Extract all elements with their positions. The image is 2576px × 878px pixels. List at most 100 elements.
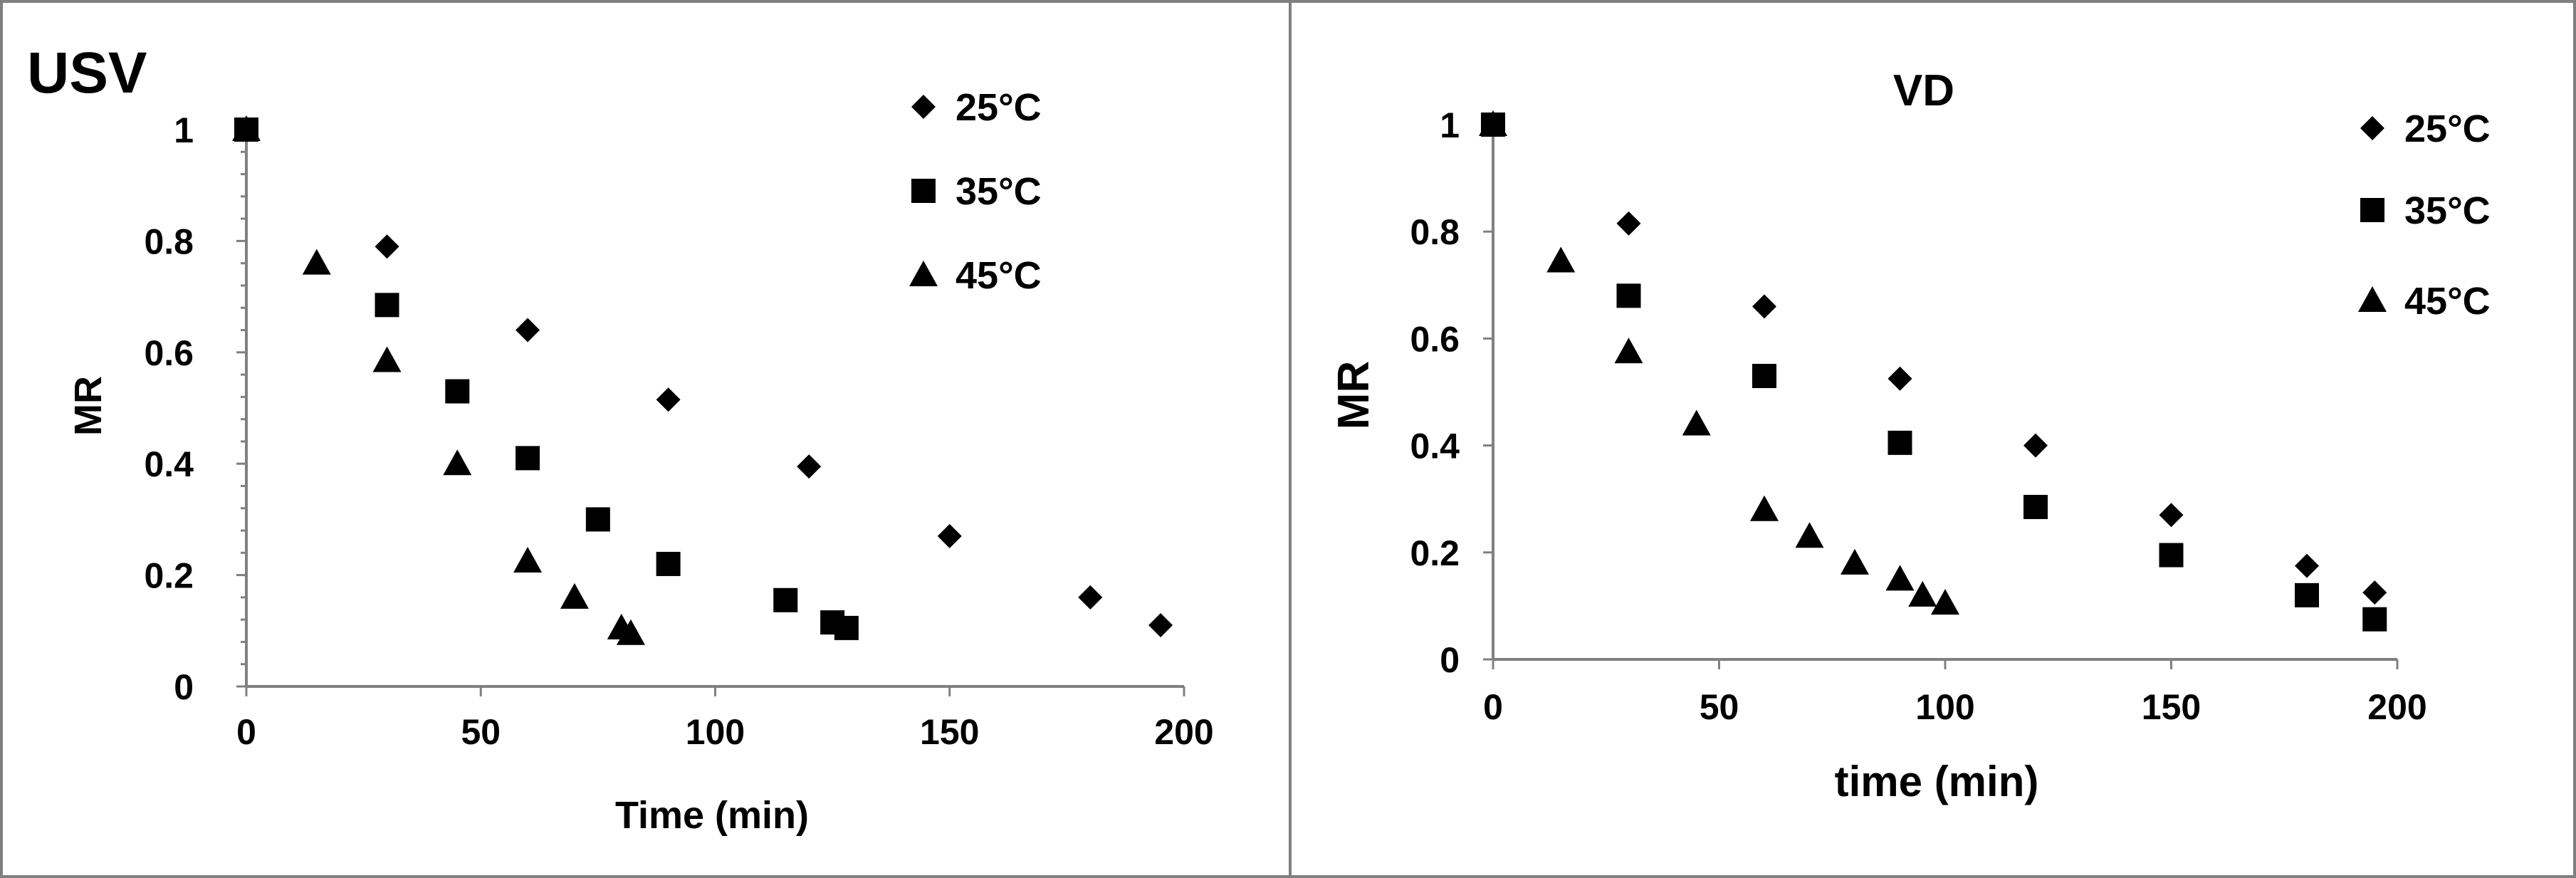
y-tick-label: 0.6 — [1410, 319, 1460, 359]
x-tick-label: 100 — [1915, 687, 1974, 727]
data-point-triangle — [1546, 246, 1576, 273]
x-axis-title: time (min) — [1835, 758, 2039, 805]
data-point-diamond — [1616, 211, 1641, 236]
y-tick-label: 0.4 — [1410, 427, 1460, 466]
y-tick-label: 1 — [174, 110, 194, 150]
data-points — [1479, 110, 2387, 632]
data-point-triangle — [1885, 565, 1915, 591]
data-point-square — [445, 379, 470, 404]
legend-label: 35°C — [2404, 189, 2491, 232]
data-point-square — [656, 551, 681, 576]
data-point-square — [1752, 363, 1776, 388]
legend-item: 35°C — [2360, 189, 2491, 232]
y-tick-label: 0.8 — [1410, 212, 1460, 252]
y-tick-label: 0.2 — [1410, 533, 1460, 573]
legend-label: 35°C — [955, 170, 1042, 213]
data-point-square — [2295, 582, 2319, 607]
data-point-triangle — [1931, 589, 1959, 615]
legend-item: 45°C — [909, 254, 1042, 297]
y-tick-label: 0 — [1440, 640, 1460, 680]
data-point-diamond — [1148, 612, 1173, 637]
data-point-triangle — [302, 249, 331, 275]
panel-border — [1289, 0, 2576, 878]
data-point-diamond — [937, 523, 962, 548]
y-tick-label: 1 — [1440, 105, 1460, 145]
x-tick-label: 50 — [461, 712, 501, 752]
y-tick-label: 0.2 — [144, 556, 194, 596]
y-tick-label: 0.6 — [144, 333, 194, 373]
chart-title: USV — [27, 41, 147, 105]
x-tick-label: 50 — [1700, 687, 1739, 727]
x-tick-label: 0 — [1483, 687, 1503, 727]
x-axis-title: Time (min) — [615, 794, 809, 837]
chart-panel-vd: VD time (min) MR 0 50 100 150 20000.20.40.60… — [1289, 0, 2576, 878]
data-point-square — [515, 446, 540, 471]
data-point-square — [2362, 607, 2387, 632]
data-point-square — [1888, 430, 1912, 455]
data-point-triangle — [1682, 409, 1711, 436]
legend-marker-triangle — [909, 261, 938, 286]
data-point-triangle — [232, 115, 261, 141]
x-tick-label: 150 — [2142, 687, 2201, 727]
legend-label: 45°C — [955, 254, 1042, 297]
legend: 25°C 35°C 45°C — [909, 86, 1042, 297]
x-tick-label: 100 — [686, 712, 745, 752]
data-point-square — [2023, 494, 2048, 519]
legend-item: 35°C — [911, 170, 1042, 213]
data-point-square — [773, 587, 798, 612]
data-point-triangle — [1479, 110, 1507, 136]
data-point-square — [834, 615, 859, 640]
data-point-diamond — [2159, 503, 2184, 528]
data-point-square — [375, 293, 399, 318]
data-point-diamond — [2295, 553, 2319, 578]
y-axis-title: MR — [67, 376, 110, 436]
x-tick-label: 0 — [236, 712, 256, 752]
data-point-diamond — [515, 318, 540, 343]
data-point-square — [2159, 543, 2184, 568]
legend-marker-diamond — [2360, 116, 2384, 140]
y-tick-label: 0.4 — [144, 444, 194, 484]
data-point-diamond — [797, 454, 822, 479]
data-point-diamond — [375, 234, 399, 259]
legend-marker-square — [2360, 198, 2384, 222]
axes: 0 50 100 150 200 0 0.2 0.4 0.6 0.8 1 — [144, 110, 1213, 752]
chart-title: VD — [1893, 66, 1954, 115]
data-point-diamond — [1888, 366, 1912, 391]
legend-item: 45°C — [2358, 280, 2491, 323]
legend-label: 25°C — [2404, 108, 2491, 150]
legend-label: 25°C — [955, 86, 1042, 129]
data-point-triangle — [372, 346, 402, 372]
data-point-square — [585, 507, 610, 532]
data-point-triangle — [560, 582, 589, 609]
legend-item: 25°C — [2360, 108, 2491, 150]
x-tick-label: 200 — [2367, 687, 2426, 727]
data-point-diamond — [1078, 585, 1103, 610]
legend-label: 45°C — [2404, 280, 2491, 323]
chart-panel-usv: USV Time (min) MR 0 50 100 150 200 0 0.2 0.4 0.6… — [0, 0, 1292, 878]
data-point-diamond — [2023, 433, 2048, 458]
y-tick-label: 0.8 — [144, 221, 194, 261]
data-point-diamond — [1752, 294, 1776, 319]
data-point-triangle — [1908, 580, 1937, 607]
legend-marker-triangle — [2358, 286, 2387, 312]
data-point-square — [1616, 283, 1641, 308]
data-point-triangle — [1750, 495, 1779, 521]
x-tick-label: 150 — [920, 712, 979, 752]
data-point-triangle — [443, 449, 472, 476]
data-point-triangle — [1841, 548, 1869, 575]
x-tick-label: 200 — [1154, 712, 1213, 752]
y-tick-label: 0 — [174, 667, 194, 707]
y-axis-title: MR — [1329, 361, 1378, 429]
data-point-triangle — [1614, 338, 1643, 364]
data-point-diamond — [2362, 580, 2387, 605]
data-point-triangle — [616, 619, 645, 645]
legend-marker-diamond — [911, 95, 936, 119]
legend-item: 25°C — [911, 86, 1042, 129]
data-point-triangle — [1795, 522, 1824, 548]
legend: 25°C 35°C 45°C — [2358, 108, 2491, 323]
data-point-diamond — [656, 387, 681, 412]
legend-marker-square — [911, 179, 936, 203]
axes: 0 50 100 150 200 0 0.2 0.4 0.6 0.8 1 — [1410, 105, 2426, 727]
